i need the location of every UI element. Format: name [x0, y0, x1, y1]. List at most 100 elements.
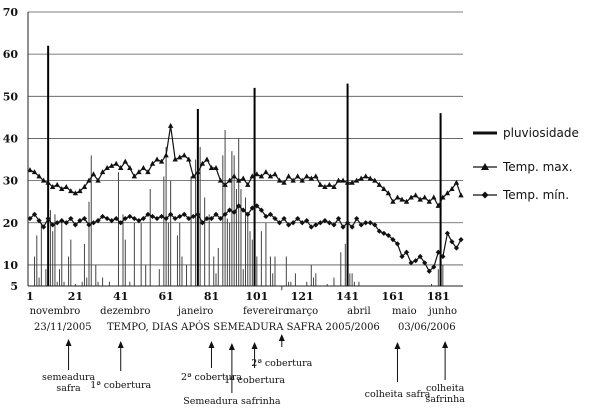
temp-min-point: [413, 258, 419, 264]
temp-max-point: [27, 167, 33, 173]
x-tick-label: 101: [245, 290, 268, 303]
month-label: janeiro: [177, 306, 213, 317]
temp-min-point: [422, 260, 428, 266]
temp-max-point: [458, 192, 464, 198]
temp-min-point: [54, 220, 60, 226]
temp-max-point: [394, 194, 401, 200]
temp-min-point: [363, 220, 369, 226]
month-label: março: [286, 306, 318, 317]
temp-min-point: [281, 215, 287, 222]
temp-max-point: [127, 164, 133, 170]
temp-max-point: [167, 122, 174, 128]
temp-min-point: [122, 215, 128, 222]
temp-max-point: [235, 177, 242, 183]
temp-min-point: [267, 211, 274, 217]
temp-max-point: [444, 190, 451, 196]
month-label: fevereiro: [243, 306, 289, 317]
temp-min-point: [168, 211, 174, 217]
temp-max-point: [199, 160, 206, 166]
temp-max-point: [36, 173, 42, 179]
temp-min-point: [331, 222, 337, 228]
temp-min-point: [403, 249, 410, 255]
temp-min-point: [240, 207, 246, 213]
temp-max-point: [276, 177, 283, 183]
temp-min-point: [444, 230, 450, 236]
y-tick-label: 5: [10, 280, 18, 293]
annotation-arrowhead: [228, 343, 235, 350]
temp-min-point: [426, 268, 432, 274]
temp-min-point: [172, 215, 178, 222]
temp-max-point: [86, 177, 92, 183]
annotation: colheita safra: [365, 342, 431, 400]
temp-min-point: [190, 213, 196, 220]
temp-min-point: [208, 215, 215, 222]
temp-max-point: [108, 162, 115, 168]
temp-min-point: [36, 218, 42, 224]
y-tick-label: 40: [3, 132, 19, 145]
temp-max-point: [195, 169, 201, 175]
temp-max-point: [226, 177, 233, 183]
temp-max-point: [417, 196, 423, 202]
temp-min-point: [63, 220, 69, 226]
y-tick-labels: 5 10 20 30 40 50 60 70: [3, 6, 19, 293]
temp-min-point: [99, 213, 106, 220]
annotation: 1ª cobertura: [90, 341, 152, 391]
temp-min-point: [435, 249, 441, 255]
temp-min-point: [322, 218, 328, 224]
temp-max-point: [294, 173, 301, 179]
annotation-arrowhead: [394, 342, 401, 349]
temp-min-point: [340, 224, 346, 230]
temp-max-point: [186, 156, 192, 162]
temp-min-point: [72, 222, 78, 228]
start-date-label: 23/11/2005: [34, 322, 92, 333]
temp-min-point: [140, 215, 147, 222]
temp-max-point: [344, 179, 351, 185]
temp-min-point: [440, 253, 446, 260]
temp-max-point: [453, 179, 460, 185]
temp-max-point: [131, 173, 138, 179]
y-tick-label: 10: [3, 259, 19, 272]
temp-min-point: [295, 215, 301, 222]
temp-min-point: [31, 211, 38, 217]
temp-min-point: [272, 215, 278, 222]
y-tick-label: 60: [3, 48, 19, 61]
rainfall-bars: [34, 45, 444, 291]
temp-min-point: [453, 245, 460, 251]
annotation-label: 2ª cobertura: [251, 358, 312, 369]
temp-min-point: [249, 205, 255, 211]
temp-max-point: [335, 177, 342, 183]
temp-max-point: [104, 164, 110, 170]
temp-min-point: [145, 211, 151, 217]
legend-marker-triangle: [481, 163, 489, 170]
temp-max-point: [149, 160, 156, 166]
temp-min-point: [127, 213, 133, 220]
temp-max-point: [113, 160, 119, 166]
month-label: junho: [428, 306, 457, 317]
temp-max-point: [59, 186, 65, 192]
temp-max-point: [258, 173, 265, 179]
annotation-arrowhead: [442, 341, 449, 348]
x-tick-label: 121: [291, 290, 314, 303]
temp-max-point: [240, 175, 246, 181]
temp-max-point: [245, 181, 251, 187]
temp-min-point: [217, 215, 224, 222]
temp-max-point: [440, 194, 446, 200]
temp-min-point: [417, 253, 423, 260]
annotation-arrowhead: [65, 339, 72, 346]
temp-max-point: [449, 186, 455, 192]
temp-min-point: [290, 220, 296, 226]
temp-max-point: [177, 154, 183, 160]
temp-max-point: [95, 177, 101, 183]
temp-max-point: [163, 152, 169, 158]
temp-max-point: [435, 202, 442, 208]
temp-max-point: [322, 183, 328, 189]
temp-max-point: [158, 158, 165, 164]
temp-max-point: [122, 158, 128, 164]
annotation-arrowhead: [251, 342, 258, 349]
temp-max-point: [299, 177, 305, 183]
temp-min-point: [263, 213, 269, 220]
temp-max-point: [313, 173, 319, 179]
x-tick-label: 61: [158, 290, 173, 303]
temp-min-point: [245, 211, 251, 217]
